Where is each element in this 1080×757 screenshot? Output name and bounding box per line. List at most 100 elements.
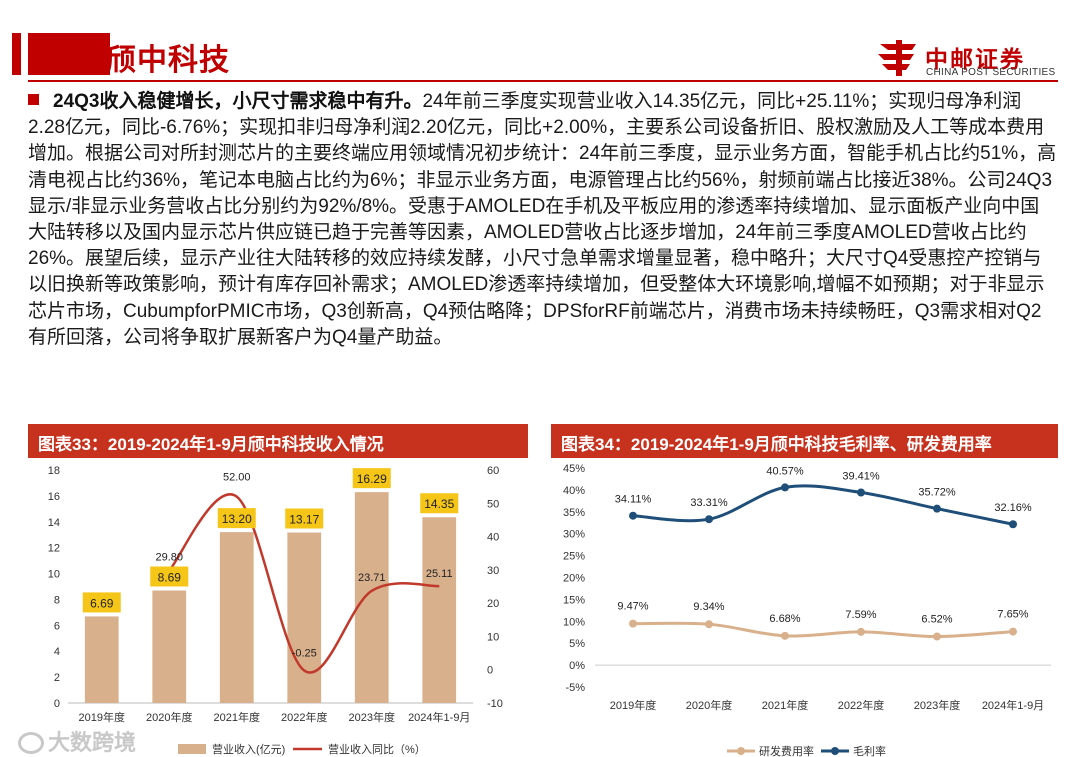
gross-margin-point — [933, 504, 941, 513]
line-data-label: 23.71 — [358, 572, 386, 584]
rd-ratio-point — [933, 632, 941, 641]
rd-ratio-point — [857, 627, 865, 636]
legend-gross-label: 毛利率 — [853, 744, 886, 757]
y-tick-label: 16 — [48, 491, 60, 503]
bar-data-label: 13.20 — [222, 512, 252, 526]
page-title: 颀中科技 — [106, 44, 230, 77]
y-tick-label: 0 — [54, 698, 60, 710]
rd-ratio-data-label: 6.68% — [769, 613, 800, 625]
y-tick-label: 20% — [563, 573, 585, 585]
y-tick-label: 15% — [563, 594, 585, 606]
gross-margin-data-label: 39.41% — [842, 470, 880, 482]
bar-label-box — [352, 468, 391, 489]
rd-ratio-data-label: 7.65% — [997, 609, 1028, 621]
x-tick-label: 2021年度 — [762, 698, 808, 712]
rd-ratio-data-label: 6.52% — [921, 614, 952, 626]
gross-margin-data-label: 33.31% — [690, 497, 728, 509]
rd-ratio-data-label: 9.34% — [693, 601, 724, 613]
gross-margin-point — [705, 515, 713, 524]
bar-label-box — [285, 508, 324, 529]
y-tick-label: 4 — [54, 646, 60, 658]
y-tick-label: 10 — [48, 569, 60, 581]
gross-margin-line — [632, 484, 1014, 526]
y-tick-label: 40% — [563, 485, 585, 497]
watermark: 大数跨境 — [18, 725, 136, 757]
y-tick-label: 14 — [48, 517, 60, 529]
y2-tick-label: 40 — [487, 532, 499, 544]
bar-label-box — [217, 508, 256, 529]
rd-ratio-point — [705, 620, 713, 629]
x-tick-label: 2019年度 — [610, 698, 656, 712]
y-tick-label: 30% — [563, 529, 585, 541]
line-data-label: 52.00 — [223, 472, 251, 484]
watermark-text: 大数跨境 — [48, 730, 137, 755]
header-red-block — [28, 33, 110, 75]
y-tick-label: 45% — [563, 463, 585, 475]
gross-margin-point — [1009, 520, 1017, 529]
line-data-label: -0.25 — [292, 648, 317, 660]
y-tick-label: 18 — [48, 465, 60, 477]
revenue-bar — [152, 590, 187, 703]
y-tick-label: 8 — [54, 594, 60, 606]
legend-bar-label: 营业收入(亿元) — [212, 742, 285, 756]
logo-text-cn: 中邮证券 — [925, 46, 1025, 72]
y-tick-label: 2 — [54, 672, 60, 684]
x-tick-label: 2023年度 — [914, 698, 960, 712]
gross-margin-point — [857, 488, 865, 497]
x-tick-label: 2021年度 — [214, 710, 260, 724]
rd-ratio-data-label: 7.59% — [845, 609, 876, 621]
y2-tick-label: 60 — [487, 465, 499, 477]
logo-text-en: CHINA POST SECURITIES — [926, 67, 1056, 78]
x-tick-label: 2024年1-9月 — [408, 710, 470, 724]
x-tick-label: 2020年度 — [146, 710, 192, 724]
y2-tick-label: 10 — [487, 631, 499, 643]
body-text: 24年前三季度实现营业收入14.35亿元，同比+25.11%；实现归母净利润2.… — [28, 91, 1057, 348]
bar-data-label: 6.69 — [90, 596, 114, 610]
gross-margin-data-label: 40.57% — [766, 465, 804, 477]
y2-tick-label: 50 — [487, 498, 499, 510]
y-tick-label: 35% — [563, 507, 585, 519]
margin-chart: -5% 0% 5% 10% 15% 20% 25% 30% 35% 40% 45% 2019年度 202… — [563, 463, 1051, 757]
x-tick-label: 2022年度 — [838, 698, 884, 712]
gross-margin-point — [629, 511, 637, 520]
header-divider — [28, 80, 1058, 82]
y2-tick-label: 20 — [487, 598, 499, 610]
legend-gross-marker — [831, 747, 839, 755]
y-tick-label: 5% — [569, 638, 585, 650]
y-tick-label: 25% — [563, 551, 585, 563]
watermark-logo-icon — [18, 732, 44, 754]
bar-label-box — [82, 592, 121, 613]
rd-ratio-data-label: 9.47% — [617, 601, 648, 613]
y-tick-label: 12 — [48, 543, 60, 555]
right-panel-title: 图表34：2019-2024年1-9月颀中科技毛利率、研发费用率 — [551, 424, 1058, 458]
rd-ratio-point — [629, 619, 637, 628]
line-data-label: 25.11 — [426, 568, 453, 580]
legend-line-label: 营业收入同比（%） — [328, 742, 426, 756]
bullet-square-icon — [28, 94, 39, 105]
legend-rd-label: 研发费用率 — [759, 744, 814, 757]
rd-ratio-point — [1009, 627, 1017, 636]
x-tick-label: 2022年度 — [281, 710, 327, 724]
legend-bar-swatch — [178, 744, 206, 754]
gross-margin-point — [781, 483, 789, 492]
header-accent-bar — [12, 33, 21, 75]
y2-tick-label: 0 — [487, 665, 493, 677]
body-paragraph: 24Q3收入稳健增长，小尺寸需求稳中有升。24年前三季度实现营业收入14.35亿… — [28, 89, 1058, 351]
line-data-label: 29.80 — [155, 552, 183, 564]
bar-label-box — [150, 566, 189, 587]
revenue-bar — [219, 532, 254, 703]
gross-margin-data-label: 32.16% — [994, 502, 1032, 514]
bar-label-box — [420, 493, 459, 514]
revenue-bar — [354, 492, 389, 703]
x-tick-label: 2020年度 — [686, 698, 732, 712]
yoy-line — [168, 493, 440, 674]
gross-margin-data-label: 35.72% — [918, 487, 956, 499]
y2-tick-label: -10 — [487, 698, 503, 710]
china-post-logo-icon — [878, 40, 916, 76]
rd-ratio-line — [632, 621, 1014, 639]
y-tick-label: -5% — [565, 682, 585, 694]
left-panel-title: 图表33：2019-2024年1-9月颀中科技收入情况 — [28, 424, 528, 458]
revenue-bar — [287, 532, 322, 703]
gross-margin-data-label: 34.11% — [615, 494, 652, 506]
bar-data-label: 13.17 — [289, 513, 319, 527]
